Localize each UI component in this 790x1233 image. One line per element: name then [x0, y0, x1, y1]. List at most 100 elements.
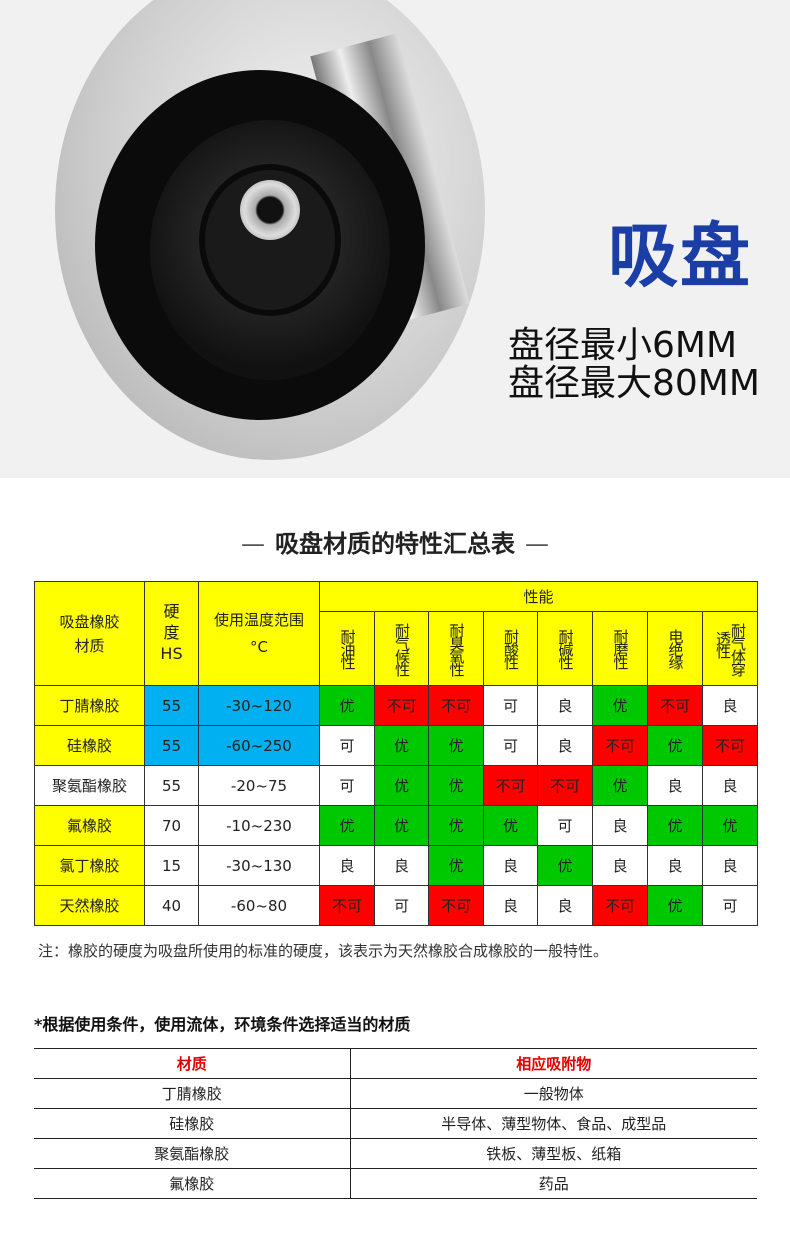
usage-subtitle: *根据使用条件，使用流体，环境条件选择适当的材质: [34, 1015, 411, 1034]
table-row: 氟橡胶 70 -10~230 优优优优可良优优: [34, 805, 758, 846]
usage-table: 材质 相应吸附物 丁腈橡胶 一般物体 硅橡胶 半导体、薄型物体、食品、成型品 聚氨酯橡胶 铁板…: [34, 1048, 757, 1199]
header-performance: 性能: [319, 581, 758, 612]
usage-material: 聚氨酯橡胶: [34, 1138, 351, 1169]
rating-cell: 优: [374, 805, 429, 846]
usage-material: 硅橡胶: [34, 1108, 351, 1139]
table-row: 氟橡胶 药品: [34, 1168, 757, 1199]
rating-cell: 不可: [537, 765, 593, 806]
rating-cell: 不可: [374, 685, 429, 726]
usage-header-material: 材质: [34, 1048, 351, 1079]
usage-header-objects: 相应吸附物: [350, 1048, 757, 1079]
rating-cell: 良: [702, 685, 758, 726]
header-prop: 耐臭氧性: [428, 611, 484, 686]
table-row: 硅橡胶 55 -60~250 可优优可良不可优不可: [34, 725, 758, 766]
header-prop: 耐气候性: [374, 611, 429, 686]
suction-cup-photo: [55, 0, 485, 460]
temp-cell: -30~130: [198, 845, 320, 886]
hardness-cell: 70: [144, 805, 199, 846]
rating-cell: 不可: [647, 685, 703, 726]
rating-cell: 优: [647, 885, 703, 926]
hardness-cell: 40: [144, 885, 199, 926]
rating-cell: 优: [374, 765, 429, 806]
header-prop: 耐油性: [319, 611, 375, 686]
table-row: 硅橡胶 半导体、薄型物体、食品、成型品: [34, 1108, 757, 1139]
hardness-cell: 55: [144, 685, 199, 726]
rating-cell: 良: [537, 685, 593, 726]
material-properties-table: 吸盘橡胶 材质硬度 HS 使用温度范围 °C 性能 耐油性 耐气候性 耐臭氧性 耐酸性 耐碱性 耐磨性…: [34, 581, 758, 926]
material-cell: 硅橡胶: [34, 725, 145, 766]
rating-cell: 良: [483, 885, 538, 926]
header-material: 吸盘橡胶 材质: [34, 581, 145, 686]
rating-cell: 良: [702, 765, 758, 806]
rating-cell: 不可: [592, 885, 648, 926]
rating-cell: 可: [319, 725, 375, 766]
usage-material: 氟橡胶: [34, 1168, 351, 1199]
rating-cell: 良: [647, 765, 703, 806]
rating-cell: 良: [647, 845, 703, 886]
product-title: 吸盘: [608, 215, 752, 297]
temp-cell: -60~250: [198, 725, 320, 766]
rating-cell: 可: [702, 885, 758, 926]
rating-cell: 良: [483, 845, 538, 886]
rating-cell: 优: [647, 805, 703, 846]
header-prop: 耐气体穿 透性: [702, 611, 758, 686]
table-row: 聚氨酯橡胶 铁板、薄型板、纸箱: [34, 1138, 757, 1169]
rating-cell: 优: [428, 765, 484, 806]
rating-cell: 可: [319, 765, 375, 806]
usage-objects: 半导体、薄型物体、食品、成型品: [350, 1108, 757, 1139]
rating-cell: 不可: [428, 685, 484, 726]
rating-cell: 不可: [428, 885, 484, 926]
material-cell: 氟橡胶: [34, 805, 145, 846]
rating-cell: 优: [592, 685, 648, 726]
usage-objects: 药品: [350, 1168, 757, 1199]
header-hardness: 硬度 HS: [144, 581, 199, 686]
temp-cell: -30~120: [198, 685, 320, 726]
rating-cell: 良: [702, 845, 758, 886]
rating-cell: 不可: [702, 725, 758, 766]
rating-cell: 不可: [319, 885, 375, 926]
table-row: 天然橡胶 40 -60~80 不可可不可良良不可优可: [34, 885, 758, 926]
header-prop: 耐碱性: [537, 611, 593, 686]
rating-cell: 优: [319, 805, 375, 846]
rating-cell: 可: [537, 805, 593, 846]
rating-cell: 良: [537, 725, 593, 766]
rating-cell: 良: [537, 885, 593, 926]
rating-cell: 优: [483, 805, 538, 846]
table-row: 聚氨酯橡胶 55 -20~75 可优优不可 不可优良良: [34, 765, 758, 806]
header-prop: 耐磨性: [592, 611, 648, 686]
hero-banner: 吸盘 盘径最小6MM 盘径最大80MM: [0, 0, 790, 478]
temp-cell: -60~80: [198, 885, 320, 926]
temp-cell: -20~75: [198, 765, 320, 806]
rating-cell: 优: [319, 685, 375, 726]
rating-cell: 可: [374, 885, 429, 926]
rating-cell: 优: [428, 805, 484, 846]
spec-min-diameter: 盘径最小6MM: [508, 325, 738, 366]
hardness-cell: 15: [144, 845, 199, 886]
usage-objects: 铁板、薄型板、纸箱: [350, 1138, 757, 1169]
rating-cell: 优: [374, 725, 429, 766]
rating-cell: 良: [374, 845, 429, 886]
rating-cell: 优: [537, 845, 593, 886]
rating-cell: 良: [319, 845, 375, 886]
rating-cell: 不可: [592, 725, 648, 766]
header-prop: 耐酸性: [483, 611, 538, 686]
rating-cell: 不可: [483, 765, 538, 806]
header-temp: 使用温度范围 °C: [198, 581, 320, 686]
header-prop: 电绝缘: [647, 611, 703, 686]
rating-cell: 优: [702, 805, 758, 846]
material-cell: 天然橡胶: [34, 885, 145, 926]
table-row: 氯丁橡胶 15 -30~130 良良优良优良良良: [34, 845, 758, 886]
rating-cell: 良: [592, 845, 648, 886]
rating-cell: 优: [647, 725, 703, 766]
table-note: 注：橡胶的硬度为吸盘所使用的标准的硬度，该表示为天然橡胶合成橡胶的一般特性。: [38, 942, 609, 960]
table-row: 丁腈橡胶 一般物体: [34, 1078, 757, 1109]
usage-objects: 一般物体: [350, 1078, 757, 1109]
material-cell: 聚氨酯橡胶: [34, 765, 145, 806]
hardness-cell: 55: [144, 725, 199, 766]
material-cell: 丁腈橡胶: [34, 685, 145, 726]
rating-cell: 优: [428, 845, 484, 886]
usage-material: 丁腈橡胶: [34, 1078, 351, 1109]
rating-cell: 可: [483, 685, 538, 726]
hardness-cell: 55: [144, 765, 199, 806]
table-row: 丁腈橡胶 55 -30~120 优不可 不可可良优不可良: [34, 685, 758, 726]
